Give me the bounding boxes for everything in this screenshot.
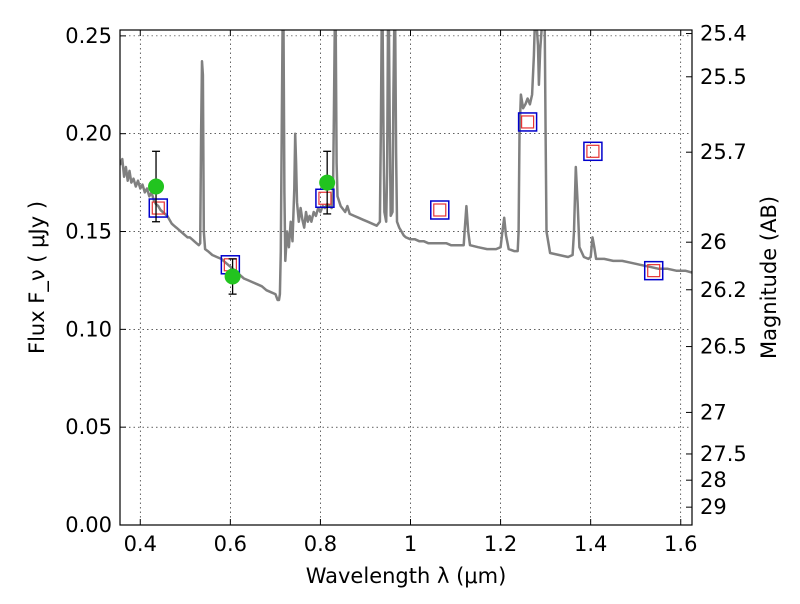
observed-point bbox=[319, 174, 336, 191]
observed-point bbox=[224, 268, 241, 285]
y2-tick-label: 29 bbox=[700, 495, 727, 519]
y-tick-label: 0.15 bbox=[65, 220, 112, 244]
x-tick-label: 0.6 bbox=[214, 532, 247, 556]
model-band-marker bbox=[148, 198, 169, 218]
x-tick-label: 1 bbox=[404, 532, 417, 556]
axis-labels: 0.4 0.6 0.8 1 1.2 1.4 1.6 0.00 0.05 0.10 0.15 0.20 0… bbox=[25, 22, 781, 588]
model-band-marker bbox=[643, 260, 664, 281]
ticks bbox=[120, 30, 692, 526]
model-band-marker-inner bbox=[647, 264, 661, 278]
model-band-marker-inner bbox=[151, 201, 165, 215]
model-band-marker-inner bbox=[318, 191, 332, 205]
model-band-marker-inner bbox=[586, 144, 600, 158]
x-tick-label: 1.6 bbox=[664, 532, 697, 556]
x-axis-label: Wavelength λ (μm) bbox=[306, 564, 507, 588]
model-band-marker bbox=[517, 112, 538, 132]
x-tick-label: 1.2 bbox=[484, 532, 517, 556]
y2-tick-label: 26.2 bbox=[700, 278, 747, 302]
y2-tick-label: 26 bbox=[700, 230, 727, 254]
model-band-marker-inner bbox=[521, 115, 535, 129]
x-tick-label: 0.4 bbox=[124, 532, 157, 556]
y2-tick-label: 27.5 bbox=[700, 442, 747, 466]
y2-tick-label: 25.5 bbox=[700, 65, 747, 89]
model-band-marker-inner bbox=[433, 203, 447, 217]
plot-area bbox=[120, 30, 692, 302]
model-band-marker bbox=[430, 200, 450, 220]
y2-tick-label: 27 bbox=[700, 400, 727, 424]
y2-tick-label: 28 bbox=[700, 468, 727, 492]
y-axis-label: Flux F_ν ( μJy ) bbox=[25, 201, 50, 354]
y2-tick-label: 25.7 bbox=[700, 140, 747, 164]
x-tick-label: 0.8 bbox=[304, 532, 337, 556]
y-tick-label: 0.05 bbox=[65, 415, 112, 439]
y-tick-label: 0.00 bbox=[65, 513, 112, 537]
plot-frame bbox=[119, 29, 693, 526]
y2-tick-label: 26.5 bbox=[700, 335, 747, 359]
y2-tick-label: 25.4 bbox=[700, 22, 747, 46]
y-tick-label: 0.20 bbox=[65, 122, 112, 146]
y-tick-label: 0.25 bbox=[65, 24, 112, 48]
x-tick-label: 1.4 bbox=[574, 532, 607, 556]
observed-point bbox=[148, 178, 165, 195]
model-spectrum-line bbox=[120, 30, 692, 302]
model-band-marker bbox=[583, 141, 603, 162]
y-tick-label: 0.10 bbox=[65, 317, 112, 341]
y2-axis-label: Magnitude (AB) bbox=[757, 196, 781, 359]
